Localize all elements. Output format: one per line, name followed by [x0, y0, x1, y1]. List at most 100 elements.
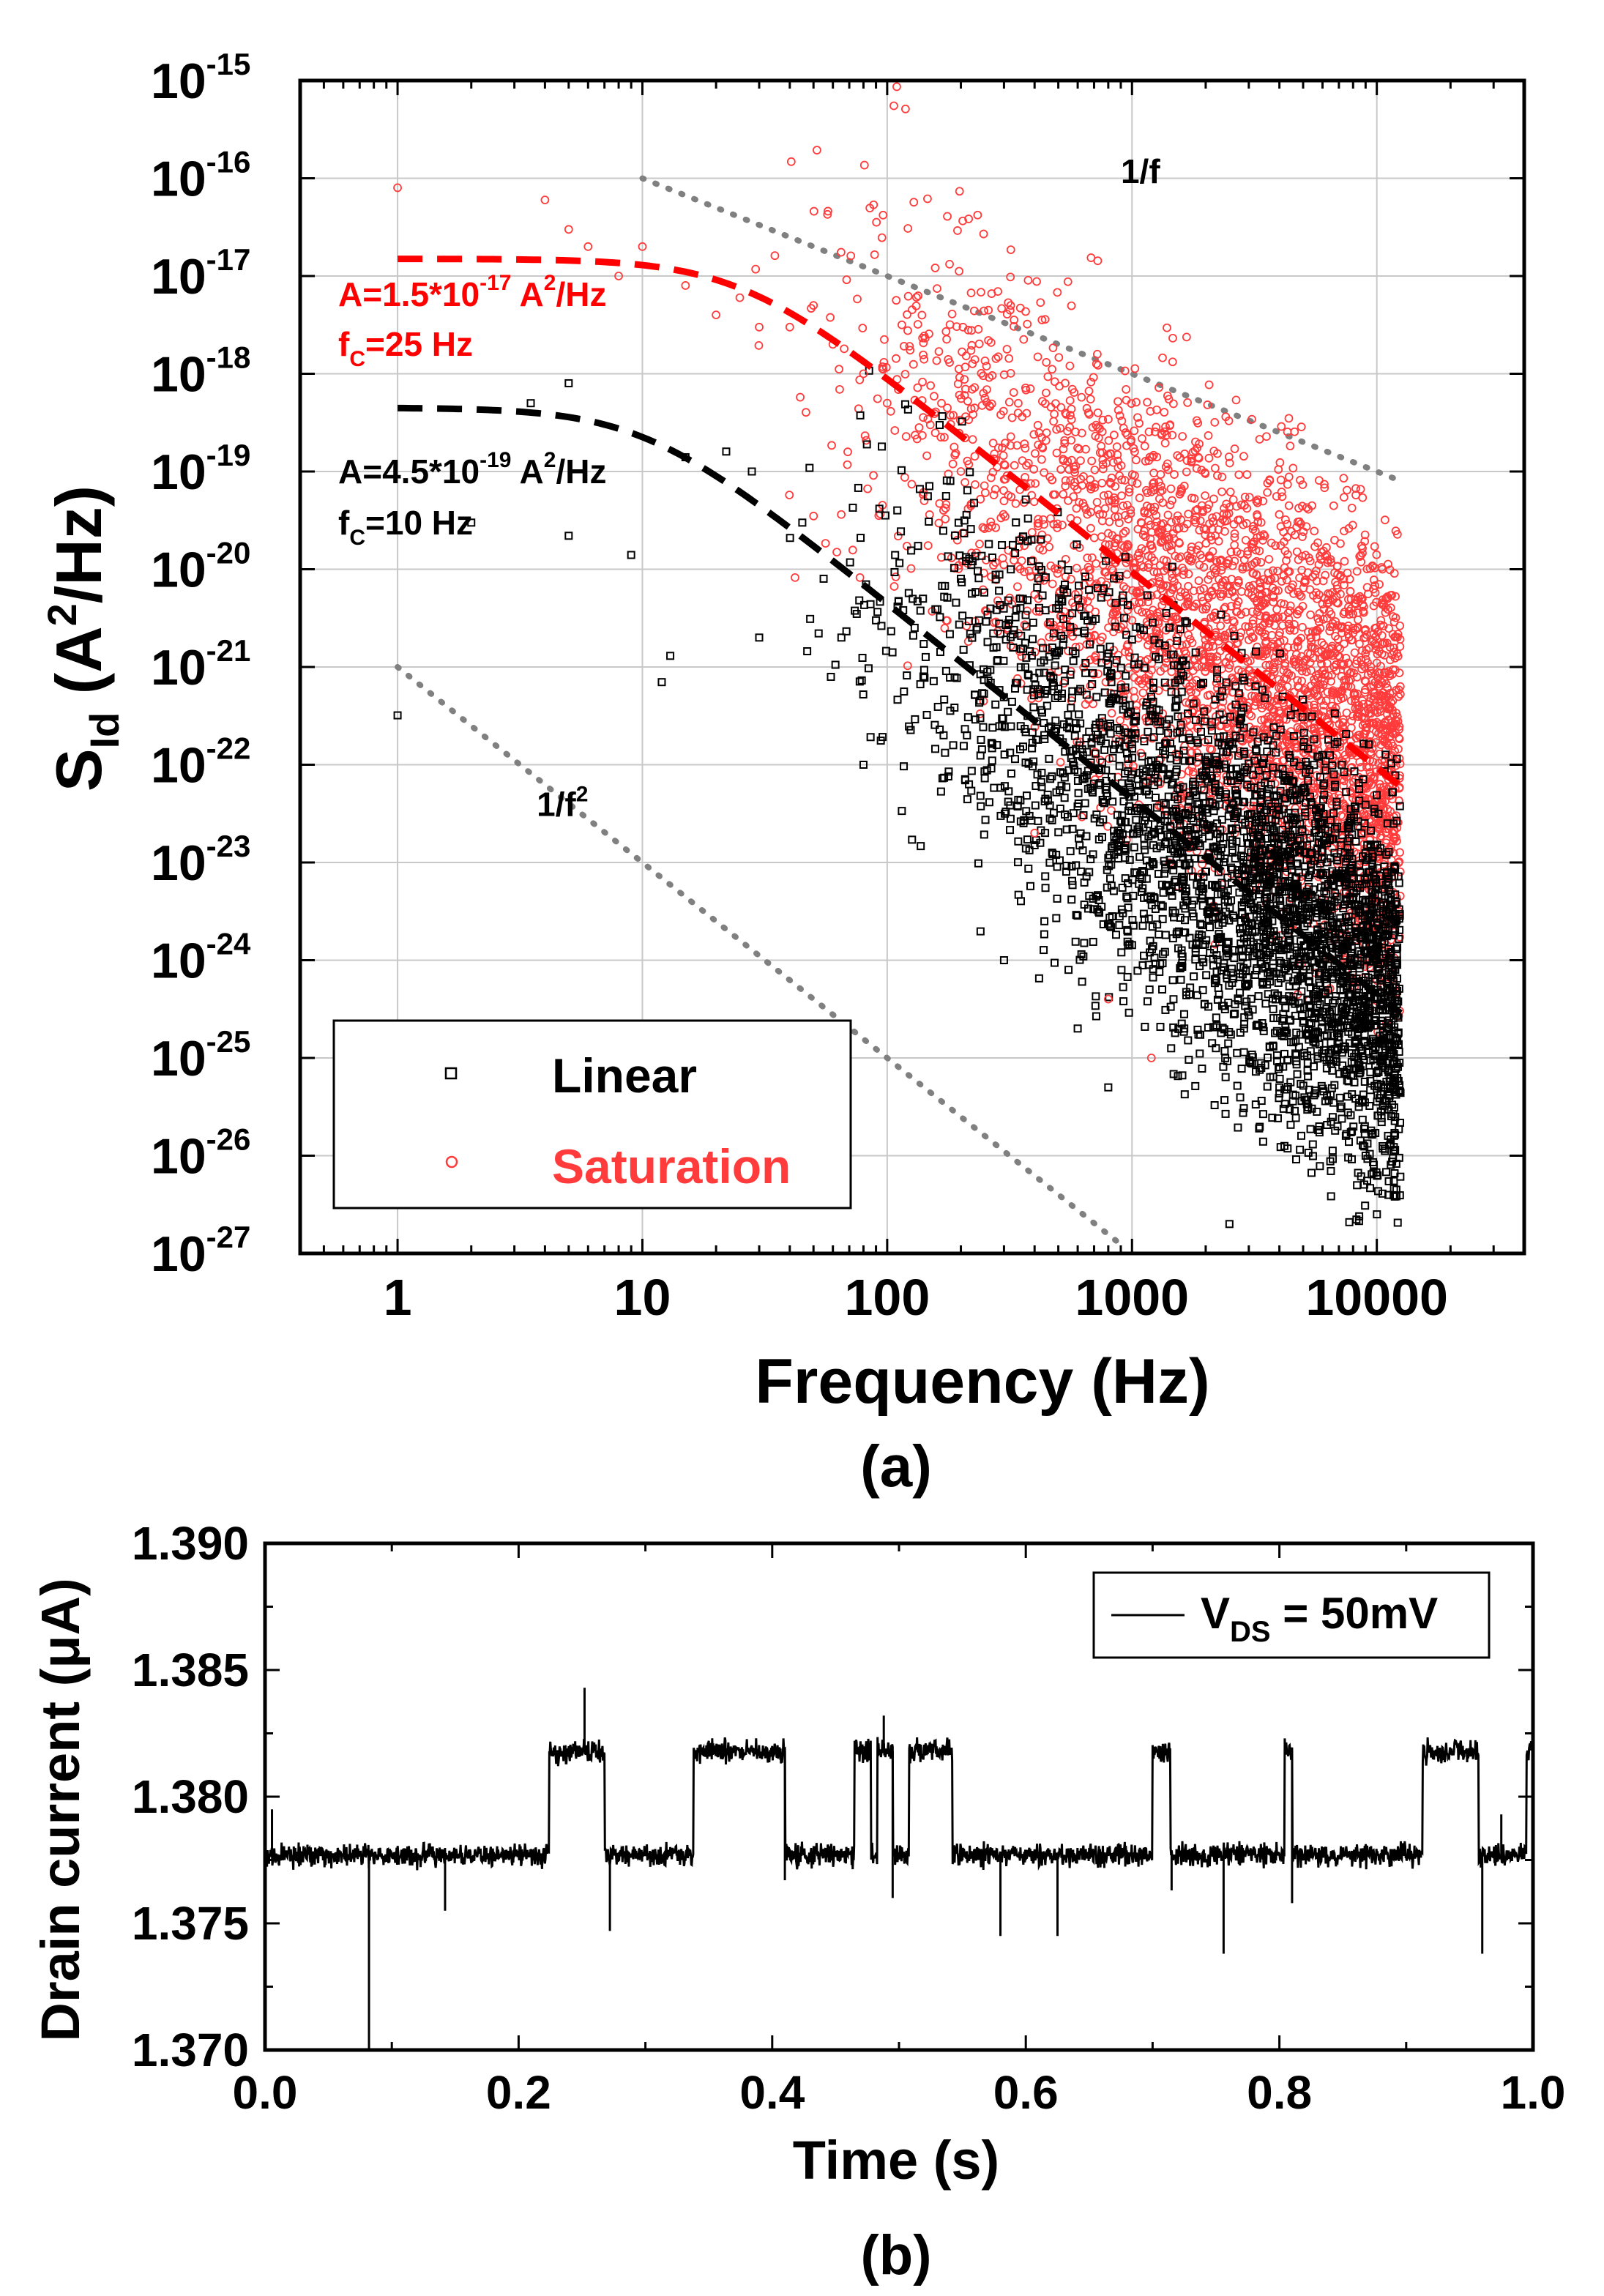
saturation-point [786, 157, 796, 166]
saturation-point [1258, 496, 1268, 506]
saturation-point [997, 304, 1007, 313]
saturation-point [984, 305, 993, 315]
saturation-point [879, 210, 888, 220]
saturation-point [1147, 734, 1157, 743]
saturation-point [948, 459, 958, 469]
saturation-point [848, 545, 857, 555]
saturation-point [989, 491, 999, 500]
saturation-point [988, 467, 998, 477]
saturation-point [978, 523, 988, 532]
saturation-point [1329, 501, 1338, 510]
saturation-point [993, 463, 1001, 471]
saturation-point [1020, 439, 1029, 449]
saturation-point [1149, 478, 1159, 487]
saturation-point [1352, 567, 1362, 576]
saturation-point [941, 515, 950, 523]
saturation-point [923, 194, 932, 204]
saturation-point [1357, 763, 1366, 772]
saturation-point [1241, 535, 1250, 545]
saturation-point [1161, 422, 1170, 431]
saturation-point [946, 411, 955, 420]
saturation-point [937, 398, 946, 408]
saturation-point [901, 432, 911, 441]
saturation-point [1204, 380, 1214, 390]
saturation-point [1119, 502, 1128, 510]
saturation-point [1026, 384, 1035, 393]
saturation-point [1256, 700, 1266, 709]
saturation-point [991, 354, 1001, 363]
saturation-point [1086, 377, 1096, 387]
saturation-point [1242, 470, 1252, 480]
saturation-point [1126, 509, 1135, 518]
saturation-point [796, 392, 805, 402]
saturation-point [1067, 436, 1076, 445]
saturation-point [1033, 420, 1042, 430]
saturation-point [1041, 388, 1051, 398]
saturation-point [1168, 573, 1177, 583]
saturation-point [999, 406, 1008, 416]
saturation-point [1242, 562, 1251, 572]
saturation-point [1231, 395, 1241, 405]
saturation-point [1206, 570, 1215, 580]
saturation-point [1029, 497, 1039, 507]
saturation-point [1321, 696, 1331, 705]
saturation-point [1029, 465, 1039, 474]
saturation-point [1061, 482, 1070, 491]
chart-a: 1 10 100 1000 10000 10-1510-1610-1710-1810-1… [39, 47, 1526, 1499]
saturation-point [1256, 518, 1266, 527]
saturation-point [1382, 709, 1392, 719]
saturation-point [855, 375, 865, 384]
saturation-point [1293, 642, 1302, 651]
saturation-point [1369, 575, 1379, 584]
saturation-point [1182, 467, 1191, 477]
saturation-point [1340, 556, 1349, 566]
saturation-point [993, 596, 1002, 605]
saturation-point [892, 296, 901, 305]
saturation-point [886, 406, 895, 416]
saturation-point [1061, 409, 1070, 418]
saturation-point [1349, 778, 1358, 787]
saturation-point [1140, 508, 1149, 518]
saturation-point [999, 460, 1009, 469]
saturation-point [1081, 444, 1090, 454]
saturation-point [1115, 411, 1124, 420]
saturation-point [751, 264, 761, 274]
saturation-point [1053, 523, 1062, 532]
saturation-point [903, 310, 911, 319]
saturation-point [1194, 576, 1204, 586]
saturation-point [1319, 701, 1329, 710]
saturation-point [1140, 441, 1149, 451]
saturation-point [953, 379, 963, 389]
saturation-point [971, 480, 980, 489]
saturation-point [1033, 352, 1042, 362]
saturation-point [1165, 679, 1175, 688]
saturation-point [835, 384, 844, 394]
saturation-point [1359, 606, 1368, 616]
saturation-point [1185, 767, 1193, 776]
saturation-point [1253, 495, 1263, 504]
saturation-point [1099, 491, 1108, 500]
saturation-point [980, 524, 989, 533]
saturation-point [1087, 456, 1097, 466]
saturation-point [877, 233, 887, 242]
saturation-point [906, 346, 915, 355]
saturation-point [1343, 485, 1351, 495]
saturation-point [1319, 641, 1329, 650]
saturation-point [1234, 576, 1243, 585]
saturation-point [1124, 484, 1134, 493]
saturation-point [1294, 606, 1303, 616]
saturation-point [832, 548, 841, 557]
saturation-point [1075, 498, 1084, 507]
saturation-point [1321, 570, 1330, 580]
saturation-point [1079, 471, 1088, 481]
saturation-point [1189, 586, 1198, 595]
saturation-point [1165, 421, 1174, 430]
saturation-point [1144, 560, 1154, 569]
saturation-point [1107, 473, 1116, 482]
saturation-point [1362, 762, 1371, 772]
saturation-point [1294, 555, 1303, 564]
saturation-point [1295, 605, 1304, 614]
saturation-point [1178, 641, 1187, 650]
saturation-point [1029, 430, 1039, 439]
saturation-point [1299, 527, 1308, 537]
